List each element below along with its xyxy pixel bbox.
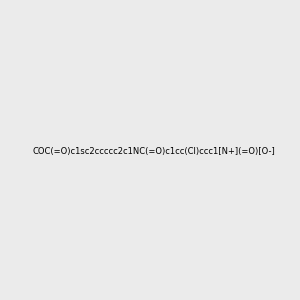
Text: COC(=O)c1sc2ccccc2c1NC(=O)c1cc(Cl)ccc1[N+](=O)[O-]: COC(=O)c1sc2ccccc2c1NC(=O)c1cc(Cl)ccc1[N… [32,147,275,156]
